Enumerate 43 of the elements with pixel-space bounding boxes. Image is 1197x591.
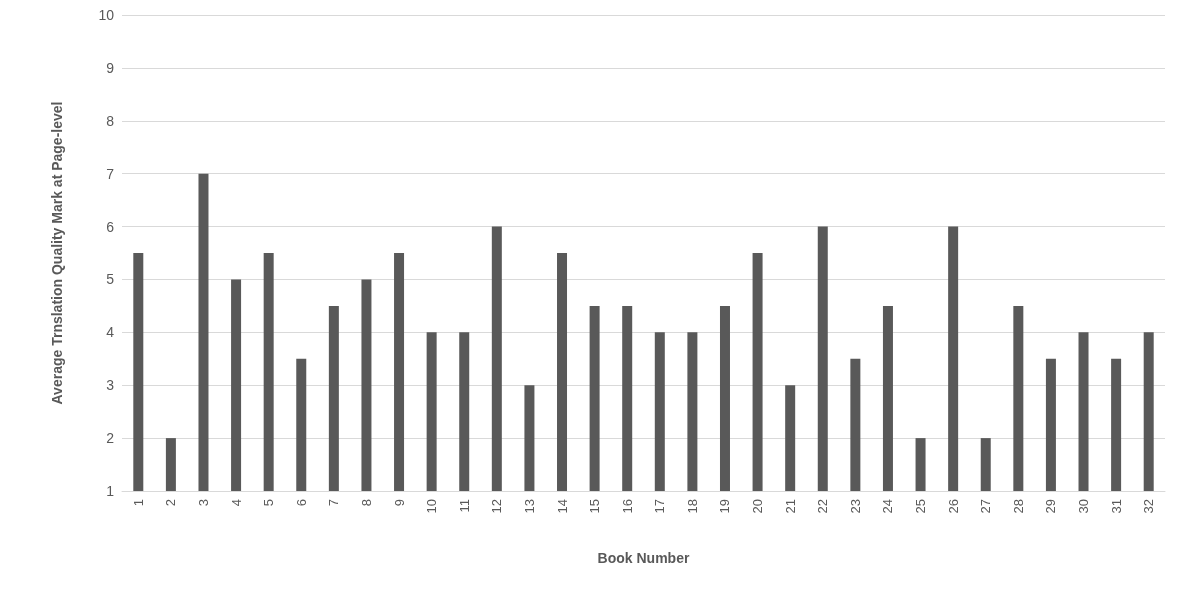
y-axis-title: Average Trnslation Quality Mark at Page-level (49, 101, 65, 405)
x-tick-label: 8 (358, 499, 374, 507)
x-tick-label: 5 (261, 499, 277, 507)
x-tick-label: 1 (130, 499, 146, 507)
x-tick-label: 2 (163, 499, 179, 507)
x-tick-label: 23 (847, 499, 863, 514)
x-tick-label: 29 (1043, 499, 1059, 514)
x-tick-label: 14 (554, 499, 570, 514)
y-tick-label: 2 (106, 430, 115, 447)
x-tick-label: 11 (456, 499, 472, 513)
x-tick-label: 24 (880, 499, 896, 514)
y-tick-label: 10 (98, 7, 115, 23)
x-tick-label: 12 (489, 499, 505, 514)
x-tick-label: 18 (684, 499, 700, 514)
x-tick-label: 4 (228, 499, 244, 507)
x-tick-label: 10 (424, 499, 440, 514)
y-tick-label: 3 (106, 377, 115, 394)
x-tick-label: 25 (913, 499, 929, 514)
x-tick-label: 6 (293, 499, 309, 507)
x-tick-label: 7 (326, 499, 342, 507)
x-tick-label: 32 (1141, 499, 1157, 514)
x-tick-label: 22 (815, 499, 831, 514)
x-tick-label: 21 (782, 499, 798, 514)
x-tick-label: 30 (1076, 499, 1092, 514)
x-tick-label: 28 (1010, 499, 1026, 514)
x-tick-label: 27 (978, 499, 994, 514)
x-tick-label: 15 (587, 499, 603, 514)
x-tick-label: 26 (945, 499, 961, 514)
y-tick-label: 7 (106, 165, 115, 182)
x-tick-label: 31 (1108, 499, 1124, 514)
x-tick-label: 20 (750, 499, 766, 514)
y-tick-label: 4 (106, 324, 115, 341)
x-tick-label: 13 (521, 499, 537, 514)
x-axis-title: Book Number (597, 550, 690, 566)
x-tick-label: 17 (652, 499, 668, 514)
y-tick-label: 5 (106, 271, 115, 288)
x-tick-label: 9 (391, 499, 407, 507)
y-tick-label: 6 (106, 218, 115, 235)
y-tick-label: 8 (106, 112, 115, 129)
x-tick-label: 3 (195, 499, 211, 507)
x-tick-label: 19 (717, 499, 733, 514)
y-tick-label: 9 (106, 59, 115, 76)
x-tick-label: 16 (619, 499, 635, 514)
